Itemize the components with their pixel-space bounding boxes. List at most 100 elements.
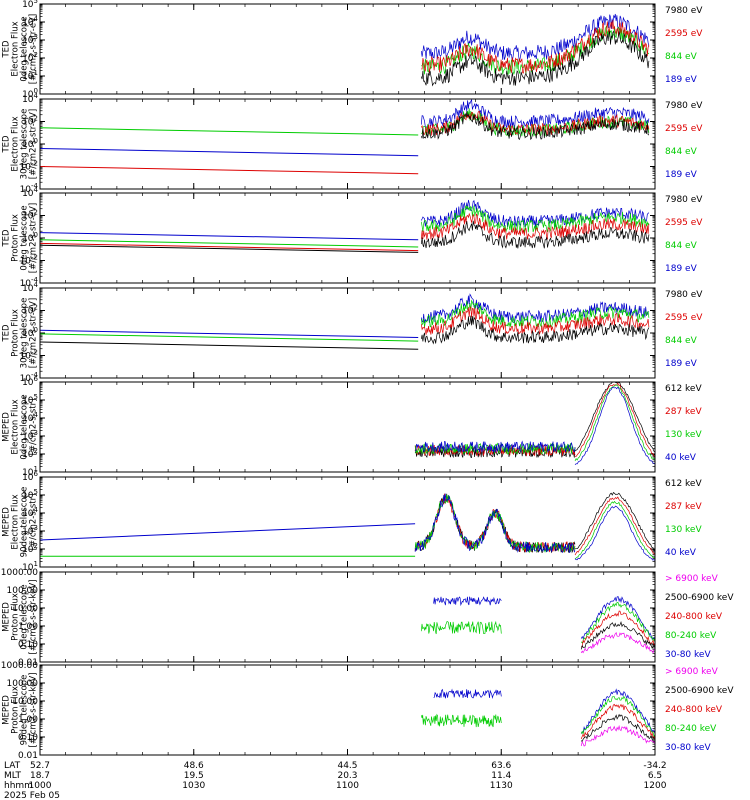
legend-entry: > 6900 keV — [665, 574, 719, 584]
panel-2: 10-4 10-2 100 102 104 TED Electron Flux 30deg t… — [2, 92, 704, 195]
data-traces — [414, 382, 655, 466]
date-label: 2025 Feb 05 — [4, 791, 60, 800]
series-trace — [40, 148, 419, 157]
series-trace — [420, 111, 650, 141]
y-tick-label: 104 — [22, 506, 38, 519]
series-trace — [40, 127, 419, 136]
y-tick-label: 103 — [22, 429, 38, 442]
series-trace — [420, 315, 650, 345]
legend-entry: 40 keV — [665, 548, 697, 558]
x-tick-value: 19.5 — [184, 771, 204, 781]
y-tick-label: 104 — [22, 281, 38, 294]
y-axis-label-line: Electron Flux — [11, 21, 21, 76]
series-trace — [420, 299, 650, 328]
series-trace — [420, 30, 650, 87]
y-tick-label: 100 — [22, 326, 38, 339]
series-trace — [420, 99, 650, 129]
y-tick-label: 103 — [22, 524, 38, 537]
legend-entry: 80-240 keV — [665, 724, 717, 734]
y-tick-label: 104 — [22, 15, 38, 28]
series-trace — [420, 212, 650, 240]
legend-entry: 130 keV — [665, 525, 702, 535]
x-tick-value: -34.2 — [643, 761, 666, 771]
series-trace — [420, 713, 502, 728]
series-trace — [415, 440, 576, 453]
series-trace — [580, 695, 655, 738]
y-tick-label: 10.00 — [12, 604, 38, 614]
y-axis-label-line: [#/cm2-s-str] — [29, 494, 39, 551]
y-tick-label: 102 — [22, 304, 38, 317]
y-tick-label: 100.00 — [7, 679, 39, 689]
panel-frame — [39, 476, 656, 568]
y-axis-label-line: 0deg telescope — [20, 584, 30, 649]
y-tick-label: 10-4 — [20, 371, 39, 384]
y-axis-label-line: 90deg telescope — [20, 487, 30, 558]
y-tick-label: 1000.00 — [1, 568, 38, 578]
series-trace — [40, 244, 419, 253]
y-tick-label: 102 — [22, 447, 38, 460]
legend-entry: 189 eV — [665, 170, 698, 180]
y-axis-label-line: 90deg telescope — [20, 675, 30, 746]
y-axis-label-line: 0deg telescope — [20, 205, 30, 270]
x-tick-value: 18.7 — [30, 771, 50, 781]
data-traces — [420, 596, 655, 654]
legend-entry: 7980 eV — [665, 6, 703, 16]
legend-entry: 844 eV — [665, 336, 698, 346]
panel-8: 0.01 0.10 1.00 10.00 100.00 1000.00 MEPED Proto… — [1, 661, 735, 761]
panel-frame — [39, 571, 656, 663]
y-tick-label: 103 — [22, 33, 38, 46]
x-tick-value: 1000 — [29, 781, 52, 791]
y-axis-label-line: Electron Flux — [11, 116, 21, 171]
series-trace — [574, 382, 655, 458]
legend-entry: 130 keV — [665, 430, 702, 440]
legend-entry: 612 keV — [665, 384, 702, 394]
panel-1: 100 101 102 103 104 105 TED Electron Flux 0deg t… — [2, 0, 704, 100]
y-axis-label-line: TED — [2, 135, 12, 154]
data-traces — [40, 293, 650, 350]
y-axis-label-line: MEPED — [2, 695, 12, 725]
data-traces — [40, 99, 650, 175]
series-trace — [414, 493, 576, 554]
x-tick-value: 6.5 — [648, 771, 662, 781]
series-trace — [414, 493, 576, 554]
series-trace — [40, 329, 419, 338]
x-tick-value: 1130 — [490, 781, 513, 791]
x-tick-value: 44.5 — [337, 761, 357, 771]
y-tick-label: 105 — [22, 393, 38, 406]
x-tick-value: 1200 — [644, 781, 667, 791]
y-axis-label-line: [#/cm2-s-str-eV] — [29, 109, 39, 179]
series-trace — [414, 493, 576, 553]
series-trace — [580, 631, 655, 654]
legend-entry: 7980 eV — [665, 101, 703, 111]
legend-entry: 80-240 keV — [665, 631, 717, 641]
series-trace — [580, 724, 655, 747]
legend-entry: 2595 eV — [665, 29, 703, 39]
y-tick-label: 106 — [22, 375, 38, 388]
y-tick-label: 10-2 — [20, 349, 38, 362]
legend-entry: 7980 eV — [665, 290, 703, 300]
y-tick-label: 0.10 — [18, 640, 38, 650]
series-trace — [40, 333, 419, 342]
legend-entry: 2500-6900 keV — [665, 686, 734, 696]
y-axis-label-line: Proton Flux — [11, 593, 21, 641]
legend-entry: 287 keV — [665, 407, 702, 417]
series-trace — [421, 20, 650, 74]
y-axis-label-line: MEPED — [2, 602, 12, 632]
y-axis-label-line: TED — [2, 324, 12, 343]
legend-entry: 7980 eV — [665, 195, 703, 205]
y-tick-label: 101 — [22, 560, 38, 573]
y-axis-label-line: 0deg telescope — [20, 394, 30, 459]
y-tick-label: 10-4 — [20, 276, 39, 289]
y-tick-label: 10-2 — [20, 254, 38, 267]
series-trace — [574, 496, 655, 556]
y-tick-label: 100 — [22, 231, 38, 244]
legend-entry: 287 keV — [665, 502, 702, 512]
series-trace — [420, 205, 650, 233]
y-tick-label: 100.00 — [7, 586, 39, 596]
series-trace — [40, 232, 419, 241]
y-axis-label-line: Proton Flux — [11, 309, 21, 357]
panel-frame — [39, 98, 656, 190]
panel-frame — [39, 3, 656, 95]
panel-frame — [39, 287, 656, 379]
